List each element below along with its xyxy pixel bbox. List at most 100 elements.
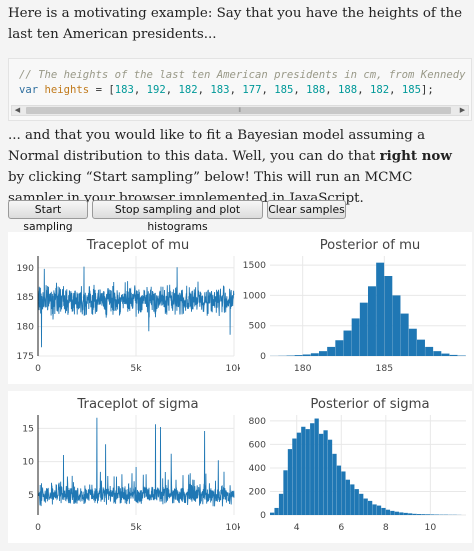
histogram-bar xyxy=(385,509,391,515)
chart-title: Posterior of sigma xyxy=(310,397,429,412)
histogram-bar xyxy=(323,430,328,515)
histogram-bar xyxy=(294,355,303,356)
y-tick-label: 1000 xyxy=(243,290,267,301)
histogram-bar xyxy=(421,514,426,515)
histogram-bar xyxy=(433,351,442,356)
posterior-sigma-chart: Posterior of sigma 0 200 400 600 800 4 6 8 10 xyxy=(248,397,466,533)
traceplot-mu-chart: Traceplot of mu 175 180 185 190 0 5k 10k xyxy=(16,238,240,374)
x-tick-label: 8 xyxy=(383,522,389,533)
code-close: ]; xyxy=(421,84,434,96)
histogram-bar xyxy=(283,470,288,515)
code-keyword: var xyxy=(19,84,39,96)
histogram-bar xyxy=(345,479,350,515)
horizontal-scrollbar[interactable]: ◀ ⦀ ▶ xyxy=(11,105,469,116)
x-tick-label: 10 xyxy=(425,522,437,533)
histogram-bar xyxy=(359,302,368,356)
histogram-bar xyxy=(359,493,364,515)
histogram-bar xyxy=(412,513,417,515)
code-assign: = [ xyxy=(89,84,115,96)
histogram-bar xyxy=(403,512,408,515)
histogram-bar xyxy=(400,313,409,356)
posterior-mu-chart: Posterior of mu 0 500 1000 1500 180 185 xyxy=(243,238,466,374)
histogram-bar xyxy=(390,510,395,515)
histogram-bar xyxy=(296,432,301,515)
scroll-left-arrow-icon[interactable]: ◀ xyxy=(14,106,21,114)
histogram-bar xyxy=(301,426,306,515)
histogram-bar xyxy=(425,346,434,356)
y-tick-label: 190 xyxy=(16,263,34,274)
histogram-bar xyxy=(368,286,376,356)
stop-sampling-button[interactable]: Stop sampling and plot histograms xyxy=(92,200,263,233)
code-block: // The heights of the last ten American … xyxy=(8,58,472,121)
histogram-bar xyxy=(335,340,344,356)
code-number: 185 xyxy=(274,84,294,96)
code-number: 183 xyxy=(210,84,230,96)
y-tick-label: 15 xyxy=(22,423,34,434)
x-tick-label: 5k xyxy=(130,363,142,374)
plots-row-mu: Traceplot of mu 175 180 185 190 0 5k 10k Poster… xyxy=(8,232,472,384)
y-tick-label: 0 xyxy=(260,351,266,362)
code-comment: // The heights of the last ten American … xyxy=(19,69,466,81)
explain-bold: right now xyxy=(379,148,452,164)
histogram-bar xyxy=(343,330,352,356)
y-tick-label: 175 xyxy=(16,351,34,362)
code-number: 192 xyxy=(146,84,166,96)
y-tick-label: 400 xyxy=(248,463,266,474)
y-tick-label: 1500 xyxy=(243,260,267,271)
trace-line xyxy=(37,417,235,507)
y-tick-label: 10 xyxy=(22,457,34,468)
histogram-bar xyxy=(314,418,319,515)
histogram-bar xyxy=(392,295,401,356)
histogram-bar xyxy=(441,353,450,356)
histogram-bar xyxy=(332,453,337,515)
histogram-bar xyxy=(310,353,319,356)
x-tick-label: 0 xyxy=(35,363,41,374)
histogram-bar xyxy=(376,262,385,356)
scroll-right-arrow-icon[interactable]: ▶ xyxy=(459,106,466,114)
x-tick-label: 4 xyxy=(294,522,300,533)
histogram-bar xyxy=(425,514,431,515)
traceplot-sigma-chart: Traceplot of sigma 5 10 15 0 5k 10k xyxy=(22,397,240,533)
histogram-bar xyxy=(372,504,377,515)
histogram-bar xyxy=(270,512,275,515)
chart-title: Traceplot of mu xyxy=(86,238,190,253)
grip-icon: ⦀ xyxy=(238,107,242,114)
histogram-bar xyxy=(302,354,311,356)
clear-samples-button[interactable]: Clear samples xyxy=(267,200,346,219)
histogram-bar xyxy=(381,507,386,515)
explain-before: ... and that you would like to fit a Bay… xyxy=(8,128,426,164)
histogram-bar xyxy=(319,351,327,356)
x-tick-label: 10k xyxy=(225,363,240,374)
code-number: 182 xyxy=(369,84,390,96)
y-tick-label: 0 xyxy=(260,510,266,521)
histogram-bar xyxy=(310,423,315,515)
y-tick-label: 185 xyxy=(16,292,34,303)
x-tick-label: 185 xyxy=(376,363,394,374)
code-number: 177 xyxy=(242,84,262,96)
histogram-bar xyxy=(384,276,393,356)
code-number: 185 xyxy=(401,84,421,96)
histogram-bar xyxy=(351,318,360,356)
histogram-bar xyxy=(341,471,346,515)
histogram-bar xyxy=(430,514,435,515)
histogram-bar xyxy=(363,498,368,515)
code-number: 183 xyxy=(114,84,134,96)
code-number: 182 xyxy=(178,84,198,96)
chart-title: Traceplot of sigma xyxy=(76,397,198,412)
x-tick-label: 6 xyxy=(338,522,344,533)
histogram-bar xyxy=(274,507,279,515)
y-tick-label: 5 xyxy=(28,490,34,501)
histogram-bar xyxy=(417,514,422,515)
scrollbar-thumb[interactable]: ⦀ xyxy=(26,107,451,114)
start-sampling-button[interactable]: Start sampling xyxy=(8,200,88,233)
histogram-bar xyxy=(408,328,417,356)
trace-line xyxy=(37,266,235,348)
histogram-bar xyxy=(449,354,458,356)
histogram-bar xyxy=(354,489,359,515)
x-tick-label: 0 xyxy=(35,522,41,533)
histogram-bar xyxy=(408,513,413,515)
code-number: 188 xyxy=(306,84,326,96)
histogram-bar xyxy=(376,505,382,515)
histogram-bar xyxy=(319,433,324,515)
